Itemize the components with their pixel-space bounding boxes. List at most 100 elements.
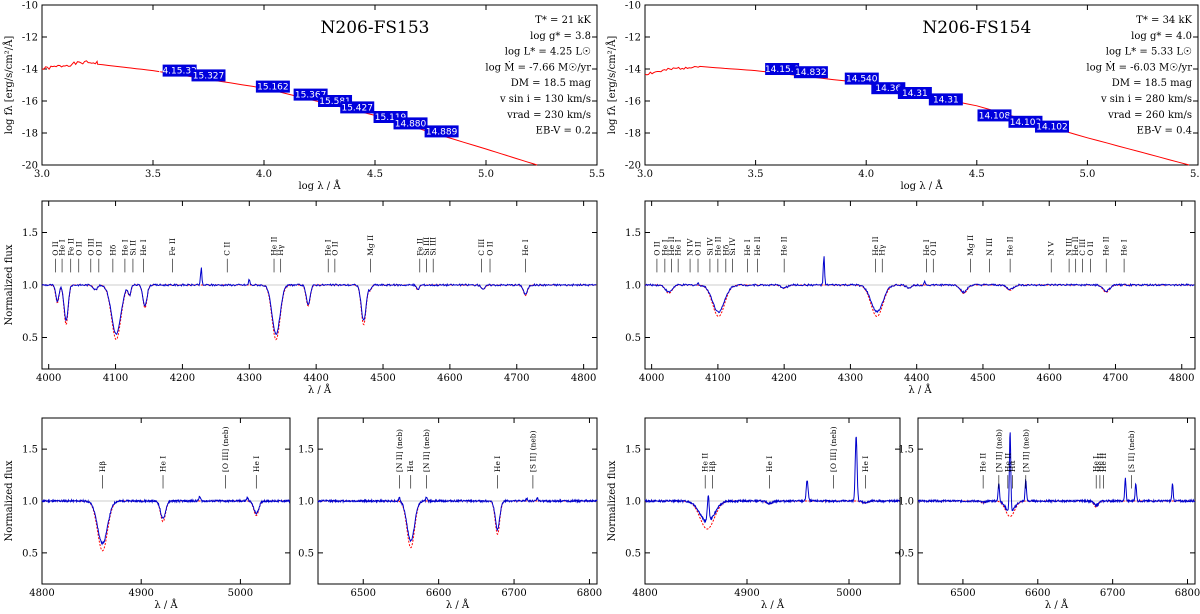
- x-tick-label: 4200: [170, 373, 195, 384]
- line-id: Si IV: [728, 237, 737, 273]
- stellar-parameter: vrad = 230 km/s: [506, 110, 591, 121]
- line-id: O II: [929, 241, 938, 273]
- stellar-parameter: DM = 18.5 mag: [511, 78, 592, 89]
- line-id-label: [O III] (neb): [829, 426, 838, 472]
- line-id: O II: [330, 241, 339, 273]
- line-id: He I: [120, 239, 129, 273]
- y-axis-label: Normalized flux: [607, 460, 618, 541]
- line-id: C III: [477, 239, 486, 273]
- line-id-label: He I: [324, 239, 333, 255]
- photometry-box: 14.103: [1008, 115, 1043, 128]
- line-id: He II: [667, 236, 676, 273]
- x-tick-label: 4300: [838, 373, 863, 384]
- x-tick-label: 5.0: [478, 169, 494, 180]
- observed-spectrum-line: [917, 432, 1196, 512]
- stellar-parameter: log Ṁ = -7.66 M☉/yr: [485, 61, 591, 73]
- line-id-label: O II: [486, 241, 495, 255]
- line-id: He II: [753, 236, 762, 273]
- line-id: N III: [985, 238, 994, 273]
- stellar-parameter: T* = 21 kK: [535, 15, 591, 26]
- y-tick-label: -18: [625, 129, 641, 140]
- x-tick-label: 4500: [970, 373, 995, 384]
- line-id-label: [S II] (neb): [1127, 430, 1136, 472]
- stellar-parameter: log L* = 5.33 L☉: [1106, 47, 1192, 58]
- x-axis-label: λ / Å: [1045, 599, 1069, 611]
- plot-frame: [644, 4, 1199, 166]
- line-id: O II: [74, 241, 83, 273]
- line-id-label: [N II] (neb): [1021, 429, 1030, 472]
- line-id-label: Hδ: [108, 244, 117, 256]
- photometry-box: 14.36: [871, 82, 906, 95]
- photometry-value: 15.327: [193, 71, 225, 81]
- line-id: He I: [58, 239, 67, 273]
- model-spectrum-line: [42, 500, 290, 552]
- x-tick-label: 4100: [705, 373, 730, 384]
- line-id-label: Hδ: [721, 244, 730, 256]
- line-id: Hβ: [708, 461, 717, 489]
- x-tick-label: 6700: [501, 588, 526, 599]
- line-id: Hδ: [108, 244, 117, 273]
- y-tick-label: 1.0: [22, 497, 38, 508]
- line-id: Hα: [406, 460, 415, 489]
- photometry-value: 15.367: [295, 91, 327, 101]
- y-tick-label: -10: [625, 1, 641, 12]
- photometry-box-bg: [340, 101, 375, 114]
- line-id-label: Hβ: [98, 461, 107, 472]
- line-id-label: O III: [86, 238, 95, 255]
- photometry-box-bg: [977, 109, 1012, 122]
- line-id-label: He I: [861, 456, 870, 472]
- x-tick-label: 6700: [1100, 588, 1125, 599]
- y-axis-label: log fλ [erg/s/cm²/Å]: [3, 36, 15, 135]
- x-tick-label: 6500: [351, 588, 376, 599]
- y-tick-label: -14: [625, 65, 641, 76]
- model-spectrum-line: [645, 500, 900, 530]
- line-id: He II: [871, 236, 880, 273]
- x-tick-label: 4400: [303, 373, 328, 384]
- line-id: He II: [1102, 236, 1111, 273]
- x-tick-label: 6800: [577, 588, 602, 599]
- line-id: Fe II: [66, 238, 75, 273]
- photometry-box-bg: [162, 64, 197, 77]
- line-id-label: He II: [1003, 453, 1012, 472]
- stellar-parameter: vrad = 260 km/s: [1107, 110, 1192, 121]
- photometry-box: 14.31: [928, 93, 963, 106]
- x-tick-label: 4400: [904, 373, 929, 384]
- x-tick-label: 6800: [1175, 588, 1200, 599]
- line-id: He II: [713, 236, 722, 273]
- line-id-label: He II: [1095, 453, 1104, 472]
- line-id-label: O II: [652, 241, 661, 255]
- line-id: O II: [51, 241, 60, 273]
- plot-frame: [41, 4, 598, 166]
- line-id: Si III: [429, 237, 438, 273]
- photometry-box-bg: [424, 125, 459, 138]
- photometry-box-bg: [255, 80, 290, 93]
- line-id: [O III] (neb): [829, 426, 838, 489]
- x-tick-label: 4600: [1036, 373, 1061, 384]
- y-tick-label: 1.5: [22, 228, 38, 239]
- line-id-label: [N II] (neb): [395, 429, 404, 472]
- observed-spectrum-line: [317, 496, 598, 543]
- line-id-label: Fe II: [168, 238, 177, 256]
- line-id-label: He I: [660, 239, 669, 255]
- x-tick-label: 4300: [237, 373, 262, 384]
- line-id-label: He II: [1099, 453, 1108, 472]
- y-tick-label: -12: [22, 33, 38, 44]
- y-tick-label: 0.5: [298, 548, 314, 559]
- x-axis-label: λ / Å: [308, 384, 332, 396]
- observed-spectrum-line: [41, 267, 597, 336]
- line-id: He I: [139, 239, 148, 273]
- line-id-label: C II: [223, 242, 232, 256]
- line-id: He I: [674, 239, 683, 273]
- x-tick-label: 3.5: [145, 169, 161, 180]
- y-tick-label: -20: [22, 161, 38, 172]
- line-id-label: He II: [701, 453, 710, 472]
- x-tick-label: 4.0: [256, 169, 272, 180]
- photometry-value: 14.832: [795, 68, 827, 78]
- line-id-label: N V: [1047, 241, 1056, 256]
- line-id: [S II] (neb): [528, 430, 537, 489]
- y-tick-label: 1.5: [298, 445, 314, 456]
- x-tick-label: 6600: [1025, 588, 1050, 599]
- panel-1: 3.0 3.5 4.0 4.5 5.0 5.5 -10 -12 -14 -16 -18 -20 log …: [606, 1, 1200, 193]
- observed-spectrum-line: [644, 436, 901, 524]
- photometry-value: 14.103: [1010, 118, 1042, 128]
